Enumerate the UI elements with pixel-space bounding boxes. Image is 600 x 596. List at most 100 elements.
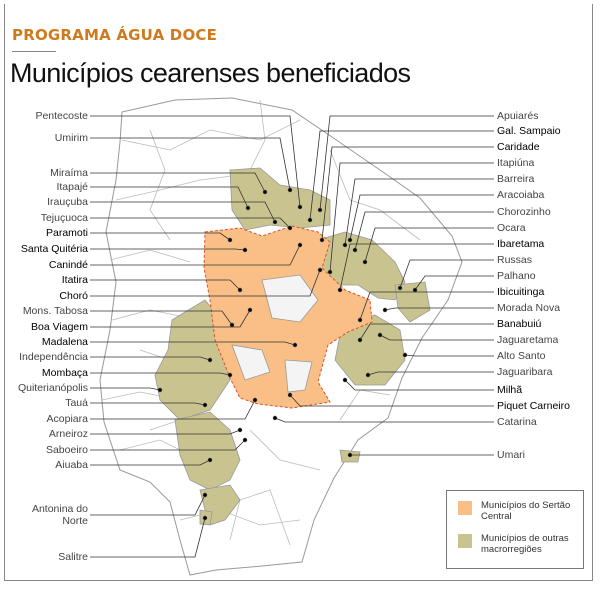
leader-line: [321, 146, 494, 241]
municipality-label: Jaguaretama: [497, 334, 559, 346]
leader-line: [90, 172, 266, 193]
leader-line: [90, 244, 301, 266]
municipality-label: Jaguaribara: [497, 366, 553, 378]
municipality-label: Alto Santo: [497, 350, 546, 362]
leader-line: [379, 334, 494, 341]
municipality-marker: [247, 307, 253, 313]
municipality-marker: [352, 247, 358, 253]
leader-line: [90, 387, 161, 391]
municipality-label: Itapajé: [56, 181, 88, 193]
municipality-marker: [202, 492, 208, 498]
municipality-label: Arneiroz: [48, 428, 88, 440]
municipality-label: Miraíma: [50, 167, 88, 179]
municipality-marker: [237, 427, 243, 433]
municipality-label: Mombaça: [41, 367, 88, 379]
municipality-marker: [397, 285, 403, 291]
municipality-marker: [307, 217, 313, 223]
leader-line: [329, 162, 494, 273]
leader-line: [90, 494, 206, 516]
municipality-label: Boa Viagem: [30, 321, 88, 333]
municipality-label: Aiuaba: [55, 459, 88, 471]
municipality-label: Salitre: [58, 551, 88, 563]
municipality-label: Irauçuba: [47, 196, 88, 208]
leader-line: [90, 399, 256, 420]
municipality-marker: [292, 342, 298, 348]
municipality-label: Tauá: [65, 397, 88, 409]
municipality-label: Palhano: [497, 270, 536, 282]
municipality-marker: [207, 357, 213, 363]
municipality-label: Acopiara: [46, 413, 88, 425]
municipality-marker: [377, 332, 383, 338]
leader-line: [90, 248, 246, 251]
municipality-label: Catarina: [497, 416, 537, 428]
page-title: Municípios cearenses beneficiados: [10, 58, 411, 88]
municipality-marker: [245, 205, 251, 211]
leader-line: [364, 227, 494, 263]
leader-line: [90, 459, 211, 466]
leader-line: [274, 417, 494, 423]
municipality-marker: [242, 247, 248, 253]
leader-line: [90, 310, 233, 326]
municipality-label: Milhã: [497, 384, 523, 396]
leader-line: [404, 354, 494, 357]
municipality-marker: [242, 437, 248, 443]
municipality-marker: [317, 207, 323, 213]
municipality-label: Paramoti: [45, 227, 88, 239]
municipality-label: Canindé: [48, 259, 88, 271]
outras-regions: [154, 167, 431, 526]
leader-line: [90, 402, 206, 406]
municipality-marker: [347, 237, 353, 243]
municipality-marker: [365, 372, 371, 378]
legend-label-outras: Municípios de outras macrorregiões: [481, 533, 569, 555]
leader-line: [384, 307, 494, 311]
municipality-label: Umari: [497, 449, 525, 461]
municipality-marker: [337, 287, 343, 293]
municipality-label: Pentecoste: [35, 110, 88, 122]
leader-line: [90, 341, 296, 346]
leader-line: [367, 371, 494, 376]
municipality-marker: [252, 397, 258, 403]
municipality-marker: [347, 452, 353, 458]
municipality-marker: [382, 307, 388, 313]
leader-line: [289, 394, 494, 407]
municipality-label: Saboeiro: [45, 444, 88, 456]
municipality-marker: [342, 242, 348, 248]
municipality-label: Barreira: [497, 173, 535, 185]
leader-line: [90, 137, 291, 191]
municipality-marker: [202, 515, 208, 521]
municipality-marker: [342, 377, 348, 383]
legend-swatch-sertao-central: [458, 501, 472, 515]
leader-line: [90, 232, 231, 241]
municipality-label: Banabuiú: [497, 318, 542, 330]
leader-line: [339, 243, 494, 291]
municipality-marker: [357, 317, 363, 323]
leader-line: [349, 194, 494, 241]
municipality-marker: [202, 402, 208, 408]
municipality-marker: [272, 219, 278, 225]
municipality-marker: [412, 287, 418, 293]
municipality-label: Antonina do Norte: [31, 503, 88, 527]
municipality-marker: [227, 372, 233, 378]
leader-line: [359, 323, 494, 341]
leader-line: [344, 379, 494, 391]
figure-frame: [4, 4, 593, 581]
kicker: PROGRAMA ÁGUA DOCE: [12, 26, 218, 44]
municipality-marker: [317, 267, 323, 273]
leader-line: [90, 429, 241, 435]
divider: [12, 51, 56, 52]
municipality-label: Ibaretama: [497, 238, 545, 250]
municipality-label: Itapiúna: [497, 157, 535, 169]
municipality-marker: [319, 237, 325, 243]
leader-line: [90, 279, 241, 291]
leader-line: [90, 217, 291, 229]
leader-line: [344, 178, 494, 246]
municipality-label: Itatira: [61, 274, 88, 286]
municipality-marker: [157, 387, 163, 393]
municipality-marker: [297, 242, 303, 248]
municipality-label: Ocara: [497, 222, 526, 234]
municipality-label: Aracoiaba: [497, 189, 545, 201]
leader-line: [309, 130, 494, 221]
municipality-label: Mons. Tabosa: [22, 305, 88, 317]
leader-line: [319, 115, 494, 211]
